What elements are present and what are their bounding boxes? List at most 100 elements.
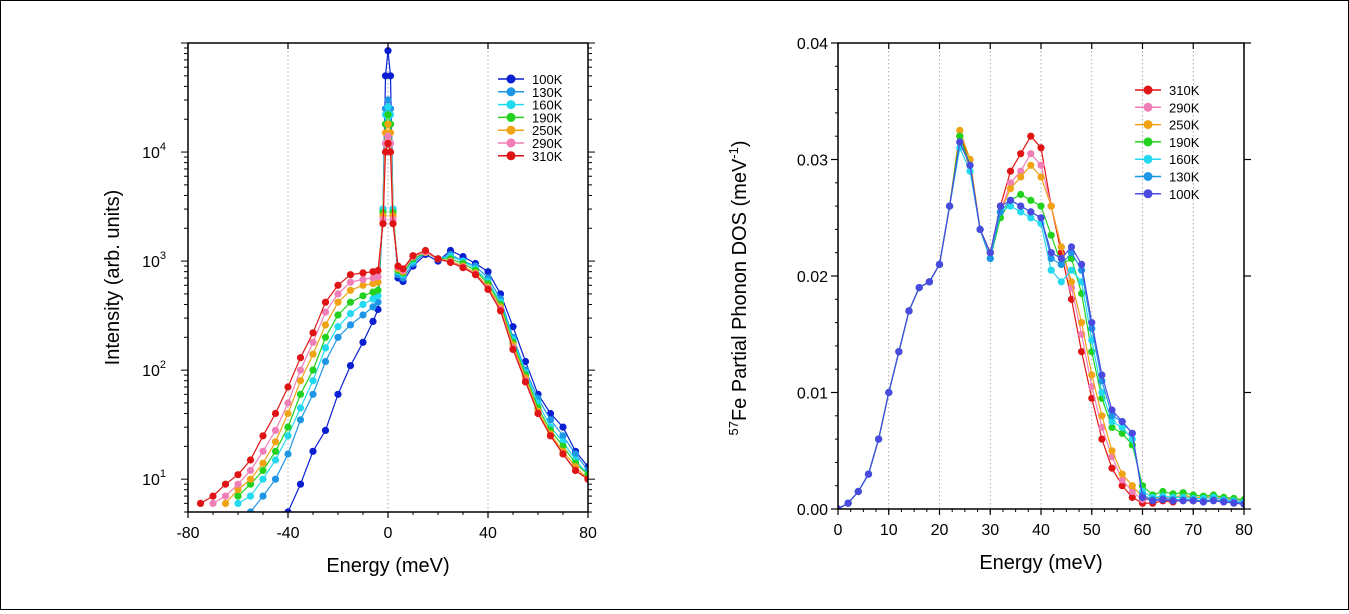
legend-label: 310K [532,149,563,164]
data-point-160K [334,323,342,331]
data-point-310K [534,409,542,418]
data-point-100K [1088,319,1096,327]
data-point-250K [271,438,280,446]
y-axis-label-close: ) [729,140,751,147]
data-point-100K [966,161,974,169]
data-point-290K [221,492,230,500]
data-point-100K [384,47,392,55]
data-point-310K [559,450,567,458]
x-tick-label: -40 [276,525,299,542]
legend-marker-130K [506,87,516,97]
data-point-100K [915,284,923,292]
data-point-310K [509,345,517,353]
legend-label: 130K [532,85,563,100]
data-point-160K [296,404,305,412]
data-point-130K [1057,260,1065,268]
data-point-130K [346,321,355,329]
legend-marker-100K [1143,189,1153,199]
data-point-310K [459,264,467,272]
data-point-190K [296,390,305,398]
data-point-130K [321,357,330,366]
data-point-290K [346,278,355,286]
data-point-130K [559,432,567,440]
data-point-310K [399,265,407,273]
data-point-250K [259,459,267,467]
data-point-100K [1240,500,1244,508]
data-point-310K [379,220,387,228]
data-point-310K [271,409,280,418]
legend-label: 250K [532,123,563,138]
data-point-100K [1037,214,1045,222]
data-point-130K [384,96,392,104]
data-point-310K [221,480,230,488]
data-point-310K [1017,150,1025,158]
data-point-100K [976,225,984,233]
data-point-100K [875,435,883,443]
data-point-100K [838,505,842,509]
data-point-100K [1067,243,1076,251]
data-point-190K [259,466,267,475]
data-point-310K [309,329,317,337]
data-point-310K [1006,167,1015,175]
data-point-130K [369,303,377,311]
y-tick-base: 10 [142,363,160,380]
data-point-190K [234,492,242,500]
data-point-290K [1118,476,1126,484]
data-point-100K [1230,499,1238,507]
legend-label: 160K [532,98,563,113]
data-point-250K [1017,173,1025,181]
data-point-100K [521,357,530,366]
data-point-100K [1027,208,1035,216]
plot-area [838,126,1244,509]
legend-label: 290K [532,136,563,151]
data-point-310K [446,258,455,267]
data-point-250K [1067,278,1076,286]
data-point-160K [384,103,392,111]
y-axis-label: 57Fe Partial Phonon DOS (meV-1) [726,140,751,435]
legend-marker-310K [506,151,516,161]
data-point-190K [1118,429,1126,437]
data-point-310K [546,432,555,440]
data-point-290K [296,366,305,374]
y-axis-label-main: Fe Partial Phonon DOS (meV [729,158,751,421]
data-point-290K [1128,487,1136,496]
legend-marker-250K [506,125,516,135]
y-tick-base: 10 [142,472,160,489]
data-point-130K [309,390,317,398]
data-point-310K [389,220,397,228]
data-point-100K [1078,260,1086,268]
data-point-290K [309,338,317,346]
data-point-290K [259,447,267,455]
data-point-130K [296,416,305,424]
legend-marker-290K [506,138,516,148]
data-point-130K [271,475,280,483]
data-point-100K [1128,429,1136,437]
data-point-310K [1118,482,1126,490]
data-point-160K [1057,278,1065,286]
data-point-310K [209,492,217,500]
data-point-310K [1108,464,1116,472]
data-point-290K [1037,161,1045,169]
data-point-100K [321,426,330,434]
chart-phonon-dos: 0 10 20 30 40 50 60 70 80 0.00 0.01 0.02 0.03 0.04 Ene… [726,36,1253,574]
data-point-250K [246,475,255,483]
data-point-310K [584,475,588,483]
data-point-160K [1017,208,1025,216]
data-point-310K [1037,144,1045,152]
data-point-290K [246,466,255,475]
data-point-310K [571,466,580,475]
data-point-250K [221,499,230,507]
data-point-310K [386,148,395,156]
data-point-100K [359,338,367,346]
data-point-290K [271,426,280,434]
data-point-160K [359,300,367,309]
data-point-160K [1027,214,1035,222]
data-point-250K [1118,470,1126,478]
data-point-290K [234,480,242,488]
legend-label: 250K [1169,118,1200,133]
data-point-130K [259,492,267,500]
data-point-160K [1098,388,1106,397]
legend-marker-190K [506,112,516,122]
data-point-130K [1108,412,1116,420]
